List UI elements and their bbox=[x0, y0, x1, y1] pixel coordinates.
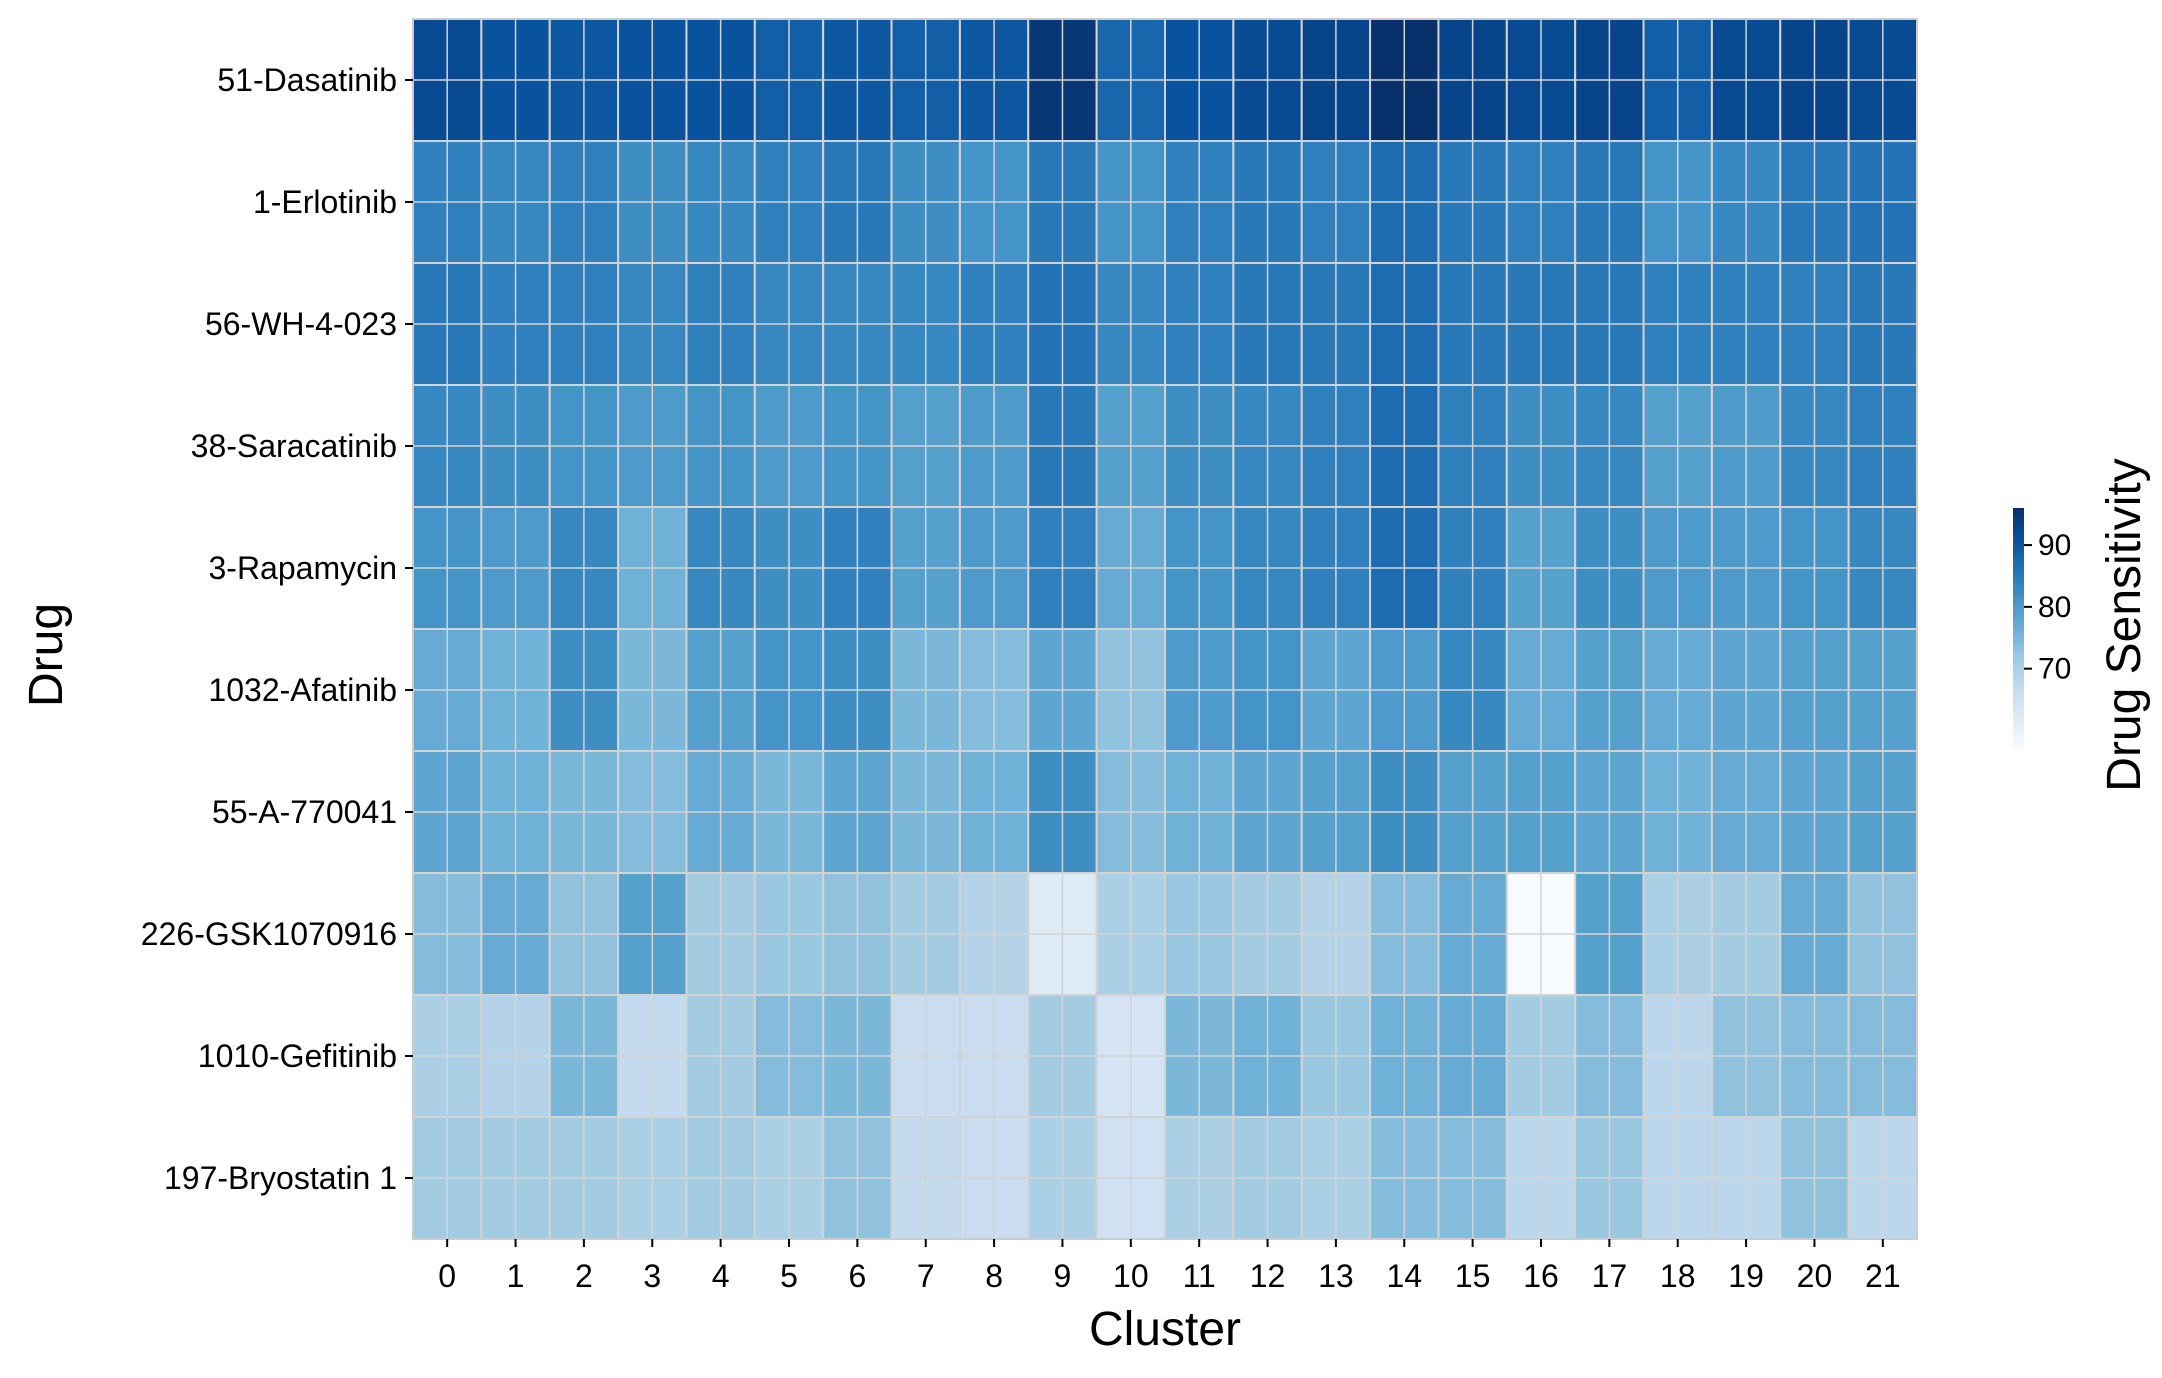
y-tick-label: 3-Rapamycin bbox=[208, 550, 397, 586]
x-tick-label: 13 bbox=[1318, 1258, 1354, 1294]
y-tick-label: 56-WH-4-023 bbox=[205, 306, 397, 342]
x-tick-label: 17 bbox=[1592, 1258, 1628, 1294]
colorbar-label: Drug Sensitivity bbox=[2098, 458, 2151, 791]
colorbar bbox=[2013, 508, 2024, 749]
x-tick-label: 8 bbox=[985, 1258, 1003, 1294]
x-tick-label: 15 bbox=[1455, 1258, 1491, 1294]
x-tick-label: 6 bbox=[848, 1258, 866, 1294]
x-tick-label: 10 bbox=[1113, 1258, 1149, 1294]
x-tick-label: 14 bbox=[1386, 1258, 1422, 1294]
x-tick-label: 20 bbox=[1797, 1258, 1833, 1294]
x-tick-label: 5 bbox=[780, 1258, 798, 1294]
y-tick-label: 226-GSK1070916 bbox=[141, 916, 397, 952]
y-tick-label: 38-Saracatinib bbox=[191, 428, 397, 464]
x-tick-label: 7 bbox=[917, 1258, 935, 1294]
x-tick-label: 0 bbox=[438, 1258, 456, 1294]
plot-frame bbox=[412, 18, 1918, 1240]
x-tick-label: 11 bbox=[1183, 1258, 1216, 1294]
x-tick-label: 18 bbox=[1660, 1258, 1696, 1294]
x-tick-label: 1 bbox=[507, 1258, 525, 1294]
x-tick-label: 19 bbox=[1728, 1258, 1764, 1294]
x-tick-label: 16 bbox=[1523, 1258, 1559, 1294]
y-tick-label: 197-Bryostatin 1 bbox=[164, 1160, 397, 1196]
colorbar-ticks: 70 80 90 bbox=[2024, 529, 2071, 686]
y-tick-label: 55-A-770041 bbox=[212, 794, 397, 830]
y-axis-ticks: 51-Dasatinib 1-Erlotinib 56-WH-4-023 38-Sar… bbox=[141, 62, 413, 1196]
x-axis-title: Cluster bbox=[1089, 1303, 1241, 1356]
heatmap-cells bbox=[412, 18, 1918, 1240]
colorbar-tick-label: 80 bbox=[2038, 591, 2071, 624]
y-tick-label: 1032-Afatinib bbox=[208, 672, 397, 708]
x-axis-ticks: 0 1 2 3 4 5 6 7 8 9 10 11 12 13 14 15 16 17 18 19 20 21 bbox=[438, 1239, 1901, 1294]
y-tick-label: 1010-Gefitinib bbox=[198, 1038, 397, 1074]
x-tick-label: 21 bbox=[1865, 1258, 1901, 1294]
x-tick-label: 4 bbox=[712, 1258, 730, 1294]
colorbar-tick-label: 90 bbox=[2038, 529, 2071, 562]
x-tick-label: 3 bbox=[643, 1258, 661, 1294]
x-tick-label: 9 bbox=[1054, 1258, 1072, 1294]
y-tick-label: 1-Erlotinib bbox=[253, 184, 397, 220]
x-tick-label: 2 bbox=[575, 1258, 593, 1294]
x-tick-label: 12 bbox=[1250, 1258, 1286, 1294]
y-tick-label: 51-Dasatinib bbox=[217, 62, 397, 98]
y-axis-title: Drug bbox=[20, 603, 73, 707]
colorbar-tick-label: 70 bbox=[2038, 653, 2071, 686]
